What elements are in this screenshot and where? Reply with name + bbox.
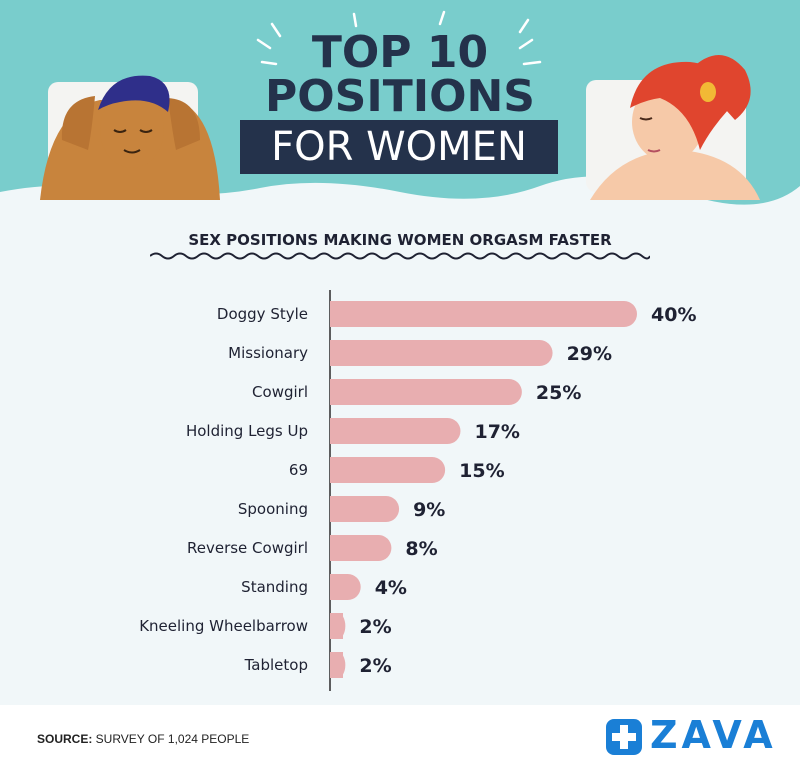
bar xyxy=(330,379,522,405)
category-label: 69 xyxy=(289,461,308,479)
value-label: 17% xyxy=(474,421,519,443)
value-label: 29% xyxy=(567,343,612,365)
medical-cross-icon xyxy=(606,719,642,755)
brand-name: ZAVA xyxy=(650,713,777,757)
value-label: 4% xyxy=(375,577,407,599)
source-label: SOURCE: xyxy=(37,732,93,746)
category-label: Spooning xyxy=(238,500,308,518)
source-text: SURVEY OF 1,024 PEOPLE xyxy=(92,732,250,746)
woman-illustration-icon xyxy=(586,55,760,200)
category-label: Standing xyxy=(241,578,308,596)
category-label: Missionary xyxy=(228,344,308,362)
bar-base xyxy=(330,574,343,600)
title-line-2: POSITIONS xyxy=(264,71,535,122)
bar xyxy=(330,340,553,366)
zava-logo: ZAVA xyxy=(604,715,774,755)
bar-base xyxy=(330,301,343,327)
bar-base xyxy=(330,379,343,405)
chart-subtitle: SEX POSITIONS MAKING WOMEN ORGASM FASTER xyxy=(188,231,612,249)
footer: SOURCE: SURVEY OF 1,024 PEOPLE ZAVA xyxy=(0,705,800,772)
value-label: 40% xyxy=(651,304,696,326)
man-illustration-icon xyxy=(40,75,220,200)
bar-base xyxy=(330,340,343,366)
bar xyxy=(330,457,446,483)
header-banner: TOP 10 POSITIONS FOR WOMEN xyxy=(0,0,800,215)
value-label: 25% xyxy=(536,382,581,404)
category-label: Cowgirl xyxy=(252,383,308,401)
sparkle-icon xyxy=(256,10,542,66)
value-label: 15% xyxy=(459,460,504,482)
subtitle-wave-divider xyxy=(150,252,650,260)
bar-base xyxy=(330,457,343,483)
category-label: Doggy Style xyxy=(217,305,308,323)
value-label: 8% xyxy=(405,538,437,560)
bar-base xyxy=(330,418,343,444)
bar xyxy=(330,496,400,522)
value-label: 9% xyxy=(413,499,445,521)
source-note: SOURCE: SURVEY OF 1,024 PEOPLE xyxy=(37,732,249,746)
title-line-1: TOP 10 xyxy=(311,27,489,78)
category-label: Reverse Cowgirl xyxy=(187,539,308,557)
value-label: 2% xyxy=(359,655,391,677)
bar-chart: Doggy Style 40% Missionary 29% Cowgirl 25% Hol… xyxy=(139,290,696,691)
bar xyxy=(330,418,461,444)
bar xyxy=(330,301,637,327)
value-label: 2% xyxy=(359,616,391,638)
bar-base xyxy=(330,535,343,561)
bar-base xyxy=(330,496,343,522)
header-illustration xyxy=(0,10,800,215)
bar xyxy=(330,535,392,561)
category-label: Holding Legs Up xyxy=(186,422,308,440)
category-label: Tabletop xyxy=(244,656,308,674)
category-label: Kneeling Wheelbarrow xyxy=(139,617,308,635)
bar-base xyxy=(330,613,343,639)
bar-base xyxy=(330,652,343,678)
title-box: FOR WOMEN xyxy=(240,120,558,174)
